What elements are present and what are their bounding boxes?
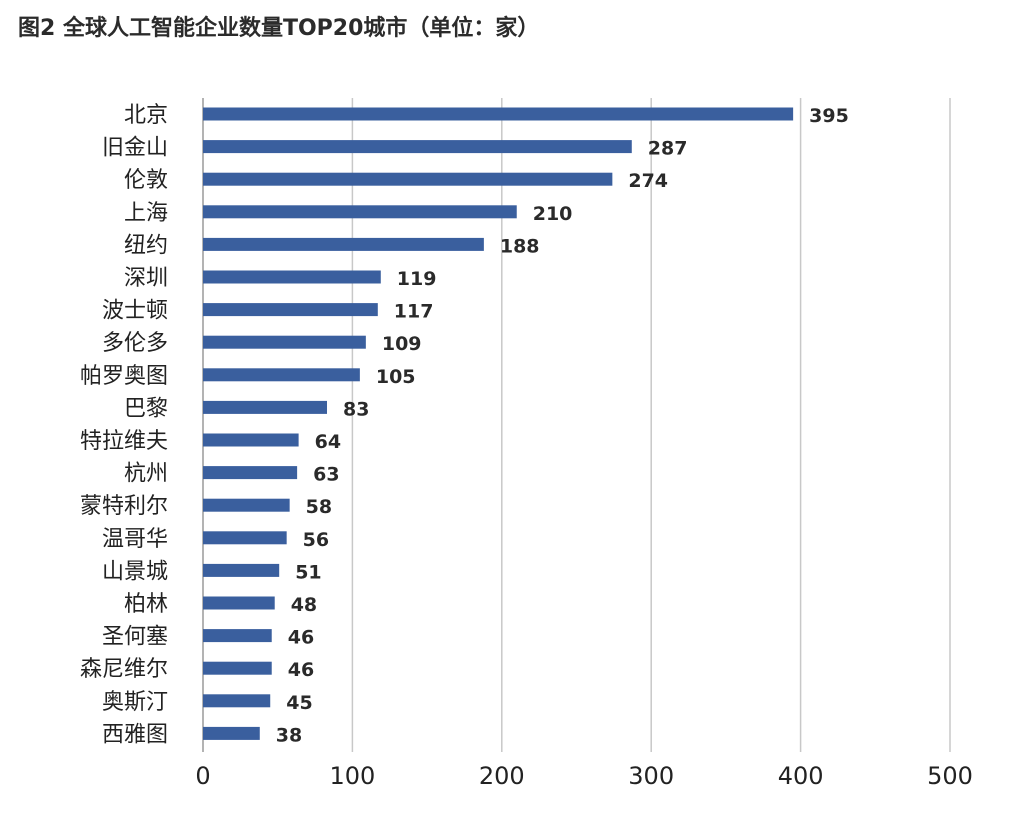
data-label: 45	[286, 692, 312, 714]
category-label: 旧金山	[102, 136, 168, 161]
data-label: 287	[648, 138, 688, 160]
bar	[203, 237, 484, 251]
data-label: 58	[306, 496, 332, 518]
bar	[203, 726, 260, 740]
category-label: 巴黎	[124, 396, 168, 421]
category-label: 特拉维夫	[80, 429, 168, 454]
bar	[203, 433, 299, 447]
data-label: 48	[291, 594, 317, 616]
x-tick-label: 300	[628, 762, 674, 790]
category-label: 深圳	[124, 266, 168, 291]
bar	[203, 205, 517, 219]
data-label: 63	[313, 464, 339, 486]
data-label: 38	[276, 724, 302, 746]
x-tick-label: 0	[195, 762, 210, 790]
category-label: 杭州	[124, 462, 168, 487]
category-label: 上海	[124, 201, 168, 226]
category-label: 奥斯汀	[102, 690, 168, 715]
data-label: 56	[303, 529, 329, 551]
bar	[203, 466, 298, 480]
category-label: 多伦多	[102, 331, 168, 356]
bar	[203, 498, 290, 512]
category-label: 柏林	[124, 592, 168, 617]
bar	[203, 400, 328, 414]
category-label: 伦敦	[124, 168, 168, 193]
data-label: 210	[533, 203, 573, 225]
category-label: 圣何塞	[102, 625, 168, 650]
category-label: 温哥华	[102, 527, 168, 552]
data-label: 64	[315, 431, 341, 453]
data-label: 188	[500, 235, 540, 257]
bar	[203, 531, 287, 545]
data-label: 117	[394, 301, 434, 323]
data-label: 46	[288, 659, 314, 681]
category-label: 山景城	[102, 559, 168, 584]
bar	[203, 661, 272, 675]
data-label: 109	[382, 333, 422, 355]
bar	[203, 694, 271, 708]
category-label: 北京	[124, 103, 168, 128]
category-label: 森尼维尔	[80, 657, 168, 682]
x-tick-label: 400	[778, 762, 824, 790]
bar	[203, 368, 360, 382]
x-tick-label: 200	[479, 762, 525, 790]
bar	[203, 629, 272, 643]
data-label: 46	[288, 627, 314, 649]
category-label: 帕罗奥图	[80, 364, 168, 389]
bar	[203, 140, 632, 154]
bar	[203, 563, 280, 577]
bar	[203, 596, 275, 610]
data-label: 274	[628, 170, 668, 192]
category-label: 波士顿	[102, 299, 168, 324]
data-label: 395	[809, 105, 849, 127]
data-label: 119	[397, 268, 437, 290]
x-tick-label: 500	[927, 762, 973, 790]
bar	[203, 107, 794, 121]
data-label: 105	[376, 366, 416, 388]
category-label: 西雅图	[102, 722, 168, 747]
chart-title: 图2 全球人工智能企业数量TOP20城市（单位：家）	[18, 16, 540, 41]
data-label: 51	[295, 561, 321, 583]
bar	[203, 335, 366, 349]
bar	[203, 303, 378, 317]
category-label: 蒙特利尔	[80, 494, 168, 519]
x-tick-label: 100	[329, 762, 375, 790]
data-label: 83	[343, 398, 369, 420]
bar	[203, 270, 381, 284]
category-label: 纽约	[124, 233, 168, 258]
bar	[203, 172, 613, 186]
